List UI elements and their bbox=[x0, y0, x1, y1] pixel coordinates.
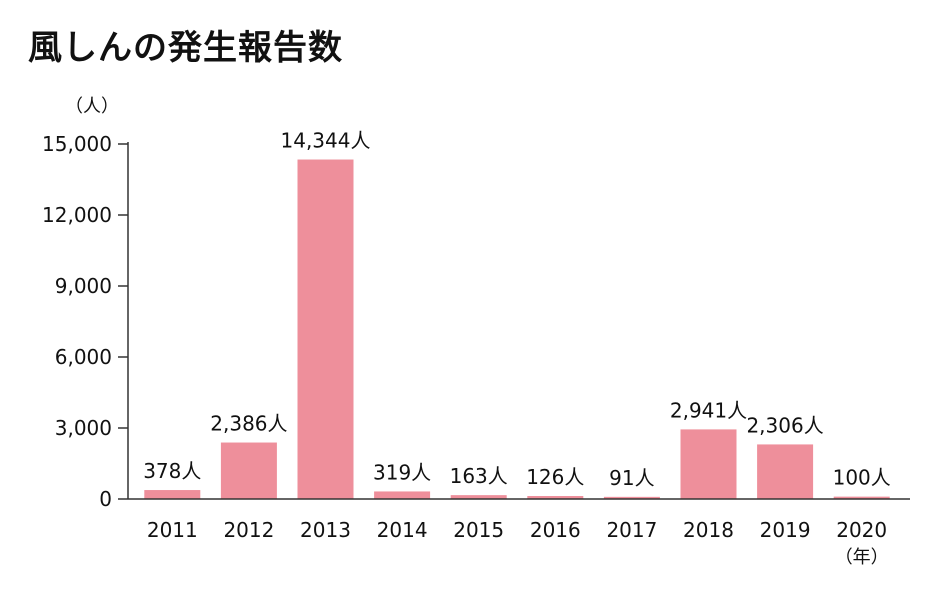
data-label-2018: 2,941人 bbox=[670, 398, 747, 422]
x-tick-label-2012: 2012 bbox=[223, 518, 274, 542]
bar-2011 bbox=[144, 490, 201, 499]
data-label-2013: 14,344人 bbox=[281, 129, 371, 153]
bar-2015 bbox=[450, 495, 507, 499]
y-tick-label: 15,000 bbox=[42, 132, 112, 156]
bar-2012 bbox=[220, 442, 277, 499]
x-tick-label-2015: 2015 bbox=[453, 518, 504, 542]
y-tick-label: 6,000 bbox=[55, 345, 112, 369]
bar-2014 bbox=[374, 491, 431, 499]
bar-2013 bbox=[297, 159, 354, 499]
data-label-2020: 100人 bbox=[833, 466, 891, 490]
x-tick-label-2014: 2014 bbox=[377, 518, 428, 542]
x-tick-label-2011: 2011 bbox=[147, 518, 198, 542]
x-tick-label-2019: 2019 bbox=[760, 518, 811, 542]
bar-2017 bbox=[603, 496, 660, 499]
y-tick-label: 0 bbox=[99, 487, 112, 511]
x-axis-unit-label: （年） bbox=[835, 547, 889, 568]
y-axis: 0 3,000 6,000 9,000 12,000 15,000 bbox=[42, 132, 129, 511]
x-tick-label-2018: 2018 bbox=[683, 518, 734, 542]
x-tick-label-2020: 2020 bbox=[836, 518, 887, 542]
bars bbox=[144, 159, 890, 499]
bar-2018 bbox=[680, 429, 737, 499]
data-label-2016: 126人 bbox=[526, 465, 584, 489]
bar-2019 bbox=[757, 444, 814, 499]
data-label-2017: 91人 bbox=[609, 466, 654, 490]
data-label-2014: 319人 bbox=[373, 460, 431, 484]
data-label-2019: 2,306人 bbox=[746, 413, 823, 437]
data-label-2012: 2,386人 bbox=[210, 412, 287, 436]
bar-2016 bbox=[527, 496, 584, 499]
chart-title: 風しんの発生報告数 bbox=[28, 28, 343, 68]
y-tick-label: 12,000 bbox=[42, 203, 112, 227]
x-tick-label-2016: 2016 bbox=[530, 518, 581, 542]
y-tick-label: 9,000 bbox=[55, 274, 112, 298]
data-labels: 378人 2,386人 14,344人 319人 163人 126人 91人 2,941人2,… bbox=[143, 129, 891, 490]
bar-2020 bbox=[833, 496, 890, 499]
data-label-2011: 378人 bbox=[143, 459, 201, 483]
data-label-2015: 163人 bbox=[450, 464, 508, 488]
x-axis: 2011 2012 2013 2014 2015 2016 2017 2018 2019 2020 bbox=[128, 498, 910, 542]
x-tick-label-2017: 2017 bbox=[606, 518, 657, 542]
y-tick-label: 3,000 bbox=[55, 416, 112, 440]
y-axis-unit-label: （人） bbox=[65, 96, 119, 117]
x-tick-label-2013: 2013 bbox=[300, 518, 351, 542]
